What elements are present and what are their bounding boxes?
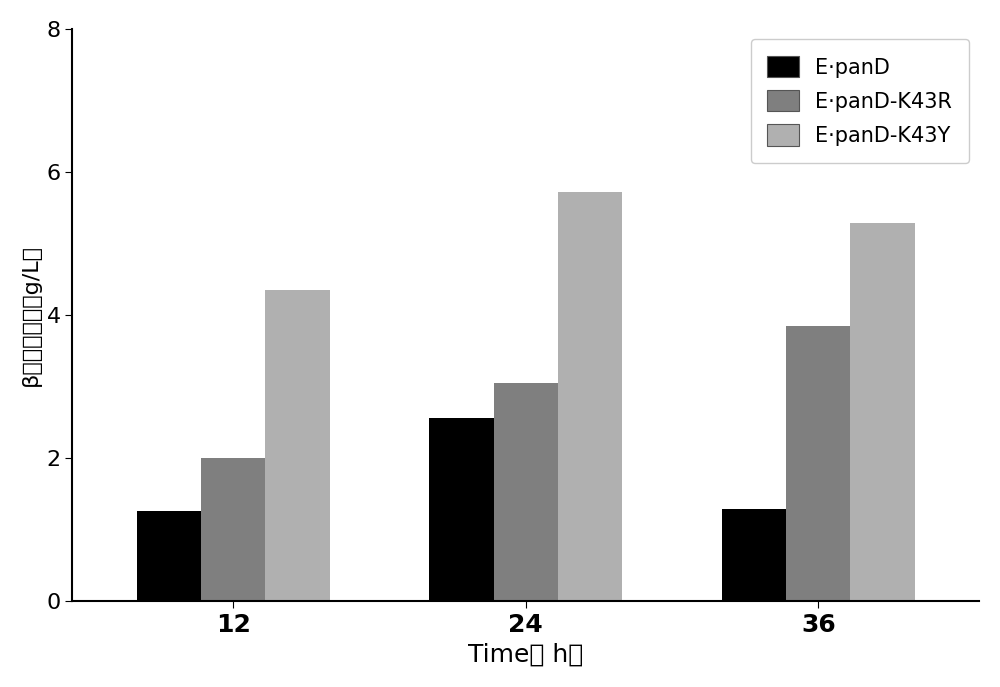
Bar [137, 511, 201, 601]
X-axis label: Time（ h）: Time（ h） [468, 642, 583, 666]
Bar [429, 418, 494, 601]
Bar [494, 383, 558, 601]
Bar [265, 290, 330, 601]
Bar [558, 192, 622, 601]
Bar [722, 509, 786, 601]
Y-axis label: β丙氨酸浓度（g/L）: β丙氨酸浓度（g/L） [21, 244, 41, 386]
Bar [850, 223, 915, 601]
Bar [786, 326, 850, 601]
Bar [201, 458, 265, 601]
Legend: E·panD, E·panD-K43R, E·panD-K43Y: E·panD, E·panD-K43R, E·panD-K43Y [751, 39, 969, 163]
